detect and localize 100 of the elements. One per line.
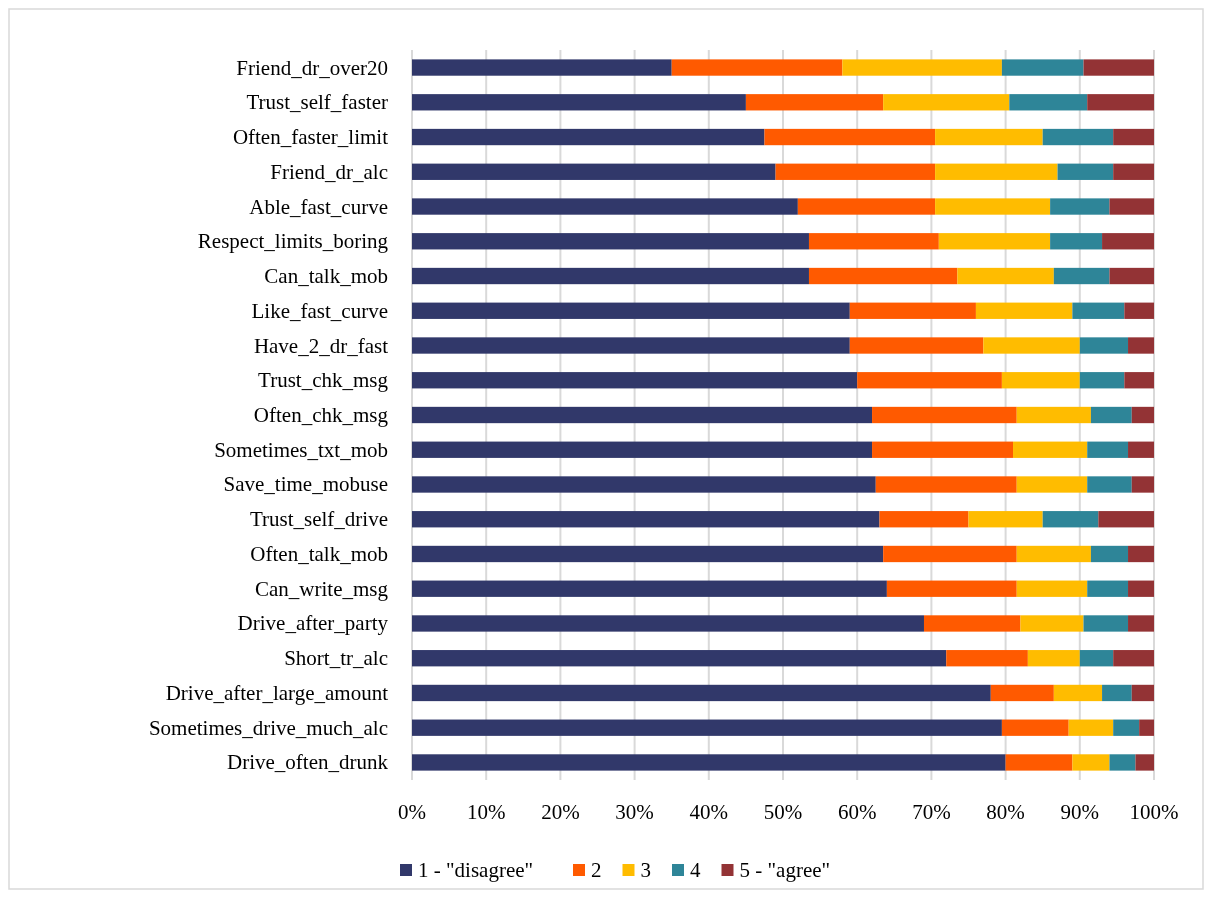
- bar: [1087, 580, 1129, 597]
- bar: [412, 684, 991, 702]
- bar: [1139, 719, 1154, 736]
- bar: [1128, 580, 1154, 597]
- bar: [935, 198, 1051, 215]
- bar: [983, 337, 1080, 354]
- bar: [1053, 684, 1103, 702]
- y-tick-label: Sometimes_txt_mob: [214, 437, 388, 462]
- y-tick-label: Friend_dr_over20: [236, 55, 388, 80]
- bar: [1131, 476, 1154, 493]
- bar: [412, 59, 672, 76]
- y-tick-label: Often_faster_limit: [232, 125, 389, 150]
- y-tick-label: Can_talk_mob: [264, 264, 388, 289]
- bar: [1083, 615, 1129, 632]
- y-tick-label: Trust_self_drive: [249, 507, 388, 532]
- bar: [1113, 719, 1140, 736]
- x-tick-label: 10%: [466, 800, 506, 824]
- bar: [1016, 406, 1091, 424]
- bar: [883, 545, 1017, 563]
- bar: [1001, 59, 1084, 76]
- x-tick-label: 0%: [398, 800, 426, 824]
- bar: [935, 163, 1058, 180]
- bar: [1128, 337, 1154, 354]
- legend-label: 2: [591, 858, 602, 882]
- bar: [883, 94, 1010, 111]
- legend-label: 3: [640, 858, 651, 882]
- legend-label: 5 - "agree": [739, 858, 831, 882]
- bar: [857, 372, 1002, 389]
- bar: [1001, 719, 1069, 736]
- bar: [1135, 754, 1154, 771]
- y-tick-label: Drive_after_party: [237, 611, 389, 636]
- legend-label: 1 - "disagree": [418, 858, 534, 882]
- bar: [1124, 372, 1154, 389]
- bar: [849, 302, 976, 319]
- x-tick-label: 20%: [541, 800, 580, 824]
- bar: [412, 198, 798, 215]
- bar: [808, 233, 939, 250]
- y-tick-label: Trust_chk_msg: [258, 368, 389, 393]
- bar: [412, 163, 776, 180]
- bar: [1079, 337, 1129, 354]
- bar: [412, 545, 884, 563]
- y-tick-label: Friend_dr_alc: [270, 159, 388, 184]
- y-tick-label: Sometimes_drive_much_alc: [148, 715, 388, 740]
- bar: [1079, 650, 1114, 667]
- x-tick-label: 50%: [763, 800, 803, 824]
- bar: [1005, 754, 1073, 771]
- y-tick-label: Have_2_dr_fast: [253, 333, 389, 358]
- y-tick-label: Drive_after_large_amount: [165, 680, 389, 705]
- bar: [1131, 684, 1154, 702]
- bar: [1098, 511, 1154, 528]
- bar: [1102, 684, 1132, 702]
- bar: [1113, 128, 1154, 146]
- bar: [1109, 198, 1154, 215]
- bar: [1016, 580, 1088, 597]
- bar: [412, 302, 850, 319]
- bar: [849, 337, 984, 354]
- bar: [412, 511, 880, 528]
- bar: [1016, 545, 1091, 563]
- bar: [935, 128, 1043, 146]
- bar: [1109, 267, 1154, 285]
- bar: [1027, 650, 1080, 667]
- bar: [1068, 719, 1114, 736]
- x-tick-label: 30%: [615, 800, 654, 824]
- bar: [1087, 476, 1132, 493]
- bar: [1128, 441, 1154, 458]
- bar: [1083, 59, 1154, 76]
- y-tick-label: Respect_limits_boring: [197, 229, 389, 254]
- bar: [412, 650, 947, 667]
- bar: [872, 441, 1014, 458]
- bar: [764, 128, 936, 146]
- bar: [1102, 233, 1154, 250]
- bar: [1079, 372, 1125, 389]
- x-tick-label: 40%: [689, 800, 729, 824]
- y-tick-label: Trust_self_faster: [246, 90, 388, 115]
- legend-label: 4: [690, 858, 701, 882]
- y-tick-label: Like_fast_curve: [251, 298, 388, 323]
- bar: [412, 337, 850, 354]
- bar: [745, 94, 884, 111]
- y-tick-label: Save_time_mobuse: [223, 472, 388, 497]
- x-tick-label: 100%: [1129, 800, 1179, 824]
- bar: [1128, 545, 1154, 563]
- y-tick-label: Short_tr_alc: [284, 646, 388, 671]
- bar: [938, 233, 1051, 250]
- bar: [1009, 94, 1088, 111]
- bar: [412, 94, 746, 111]
- bar: [872, 406, 1017, 424]
- y-tick-label: Can_write_msg: [255, 576, 389, 601]
- bar: [1053, 267, 1110, 285]
- bar: [1131, 406, 1154, 424]
- bar: [975, 302, 1073, 319]
- bar: [1087, 441, 1129, 458]
- bar: [412, 580, 887, 597]
- bar: [875, 476, 1017, 493]
- bar: [1072, 302, 1125, 319]
- bar: [412, 406, 873, 424]
- bar: [1090, 406, 1132, 424]
- x-tick-label: 70%: [912, 800, 951, 824]
- bar: [1013, 441, 1088, 458]
- bar: [1090, 545, 1129, 563]
- bar: [1050, 198, 1110, 215]
